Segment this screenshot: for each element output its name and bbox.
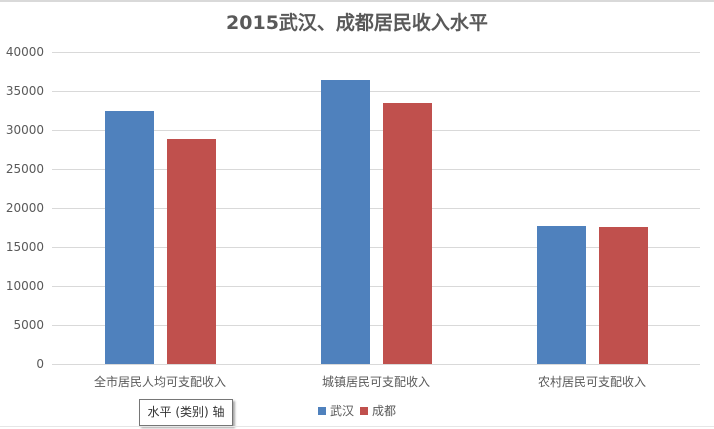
bar-wuhan[interactable] [321,80,370,364]
y-tick-label: 15000 [5,240,44,254]
legend[interactable]: 武汉 成都 [318,402,402,419]
gridline [52,325,700,326]
y-tick-label: 25000 [5,162,44,176]
x-category-label: 农村居民可支配收入 [537,375,646,389]
bar-wuhan[interactable] [105,111,154,364]
bar-chengdu[interactable] [599,227,648,364]
axis-tooltip: 水平 (类别) 轴 [139,399,233,426]
legend-label-chengdu: 成都 [372,404,397,418]
legend-label-wuhan: 武汉 [330,404,355,418]
legend-swatch-chengdu [360,406,369,415]
y-tick-label: 40000 [5,45,44,59]
y-tick-label: 20000 [5,201,44,215]
gridline [52,169,700,170]
bar-chengdu[interactable] [167,139,216,364]
legend-item-wuhan[interactable]: 武汉 [318,402,354,419]
gridline [52,208,700,209]
y-tick-label: 35000 [5,84,44,98]
y-tick-label: 10000 [5,279,44,293]
legend-item-chengdu[interactable]: 成都 [360,402,396,419]
gridline [52,91,700,92]
y-tick-label: 0 [36,357,44,371]
chart-top-border [0,0,714,2]
y-tick-label: 5000 [13,318,44,332]
gridline [52,364,700,365]
chart-bottom-border [0,426,714,427]
gridline [52,247,700,248]
y-tick-label: 30000 [5,123,44,137]
x-category-label: 全市居民人均可支配收入 [93,375,226,389]
legend-swatch-wuhan [318,406,326,415]
bar-wuhan[interactable] [537,226,586,364]
gridline [52,130,700,131]
bar-chengdu[interactable] [383,103,432,364]
gridline [52,52,700,53]
chart-title[interactable]: 2015武汉、成都居民收入水平 [226,12,488,34]
x-category-label: 城镇居民可支配收入 [321,375,430,389]
gridline [52,286,700,287]
